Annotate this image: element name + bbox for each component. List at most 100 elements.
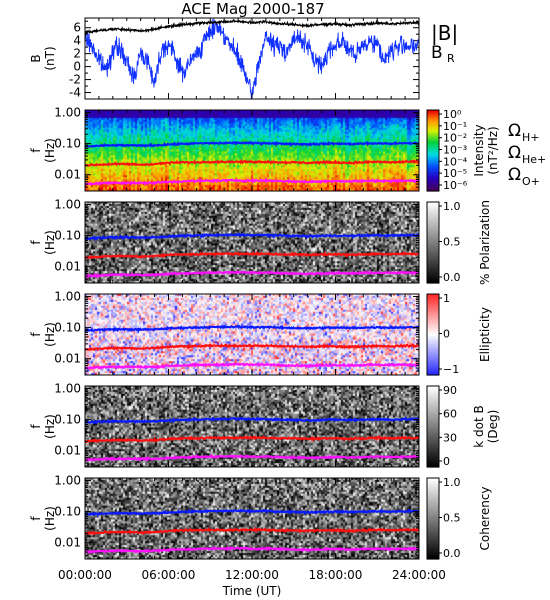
colorbar-swatch: [427, 399, 439, 402]
colorbar-swatch: [427, 241, 439, 244]
colorbar-label-name: Coherency: [478, 486, 492, 550]
colorbar-swatch: [427, 260, 439, 262]
colorbar-swatch: [427, 494, 439, 497]
colorbar-swatch: [427, 233, 439, 235]
x-tick-label: 24:00:00: [392, 568, 446, 582]
colorbar-swatch: [427, 254, 439, 257]
colorbar-swatch: [427, 318, 439, 321]
colorbar-label-name: Ellipticity: [478, 307, 492, 362]
colorbar-swatch: [427, 222, 439, 225]
x-tick-label: 18:00:00: [309, 568, 363, 582]
colorbar-swatch: [427, 165, 439, 168]
x-axis-label: Time (UT): [222, 584, 282, 598]
colorbar-tick-label: 1.0: [443, 476, 461, 489]
colorbar-swatch: [427, 534, 439, 537]
colorbar-swatch: [427, 352, 439, 354]
colorbar-swatch: [427, 361, 439, 364]
colorbar-swatch: [427, 372, 439, 375]
gyrofreq-line-He: [84, 158, 420, 167]
colorbar-swatch: [427, 169, 439, 172]
gyrofreq-line-O: [84, 361, 420, 370]
colorbar-tick-label: −1: [443, 363, 459, 376]
y-axis-unit: (Hz): [43, 414, 57, 439]
colorbar-swatch: [427, 537, 439, 540]
colorbar-swatch: [427, 168, 439, 170]
colorbar-swatch: [427, 310, 439, 313]
y-tick-label: 0.10: [54, 321, 81, 335]
colorbar-label: Intensity (nT²/Hz): [472, 124, 500, 176]
colorbar-swatch: [427, 246, 439, 249]
colorbar-swatch: [427, 182, 439, 185]
colorbar-swatch: [427, 215, 439, 218]
colorbar-swatch: [427, 319, 439, 322]
colorbar-swatch: [427, 158, 439, 161]
y-axis-unit: (Hz): [43, 138, 57, 163]
colorbar-label-name: Intensity: [472, 124, 486, 176]
colorbar-swatch: [427, 276, 439, 279]
colorbar-tick-label: 10⁻³: [443, 144, 467, 157]
colorbar-swatch: [427, 484, 439, 487]
gyrofreq-line-He: [84, 526, 420, 535]
colorbar-swatch: [427, 327, 439, 330]
colorbar-swatch: [427, 482, 439, 484]
colorbar-swatch: [427, 422, 439, 425]
y-axis-unit: (nT): [43, 46, 57, 70]
colorbar-tick-label: 60: [443, 408, 457, 421]
colorbar-swatch: [427, 438, 439, 441]
colorbar-swatch: [427, 203, 439, 206]
colorbar-swatch: [427, 325, 439, 327]
colorbar-swatch: [427, 334, 439, 337]
colorbar-swatch: [427, 348, 439, 350]
legend-omega-sub-O: O+: [522, 175, 540, 188]
colorbar-tick-label: 10⁰: [443, 108, 462, 121]
colorbar-swatch: [427, 278, 439, 281]
colorbar-swatch: [427, 492, 439, 495]
colorbar-swatch: [427, 460, 439, 463]
heatmap-polarization: [85, 202, 419, 283]
colorbar-swatch: [427, 243, 439, 246]
colorbar-swatch: [427, 498, 439, 501]
colorbar-swatch: [427, 417, 439, 419]
colorbar-swatch: [427, 503, 439, 506]
legend-omega-H: Ω: [508, 121, 521, 141]
y-tick-label: 0.01: [54, 536, 81, 550]
colorbar-swatch: [427, 238, 439, 241]
colorbar-swatch: [427, 483, 439, 486]
colorbar-swatch: [427, 269, 439, 272]
heatmap-intensity: [85, 110, 419, 191]
colorbar-swatch: [427, 229, 439, 231]
colorbar-swatch: [427, 322, 439, 325]
colorbar-swatch: [427, 458, 439, 461]
colorbar-swatch: [427, 331, 439, 334]
colorbar-swatch: [427, 445, 439, 448]
colorbar-swatch: [427, 452, 439, 455]
colorbar-swatch: [427, 202, 439, 204]
colorbar-swatch: [427, 408, 439, 411]
y-tick-label: -2: [69, 73, 81, 87]
colorbar-swatch: [427, 274, 439, 277]
y-axis-name: f: [29, 148, 43, 153]
gyrofreq-line-He: [84, 342, 420, 352]
colorbar-label: Ellipticity: [478, 307, 492, 362]
colorbar-swatch: [427, 143, 439, 146]
colorbar-swatch: [427, 131, 439, 134]
colorbar-swatch: [427, 540, 439, 543]
legend-omega-sub-He: He+: [522, 153, 546, 166]
colorbar-label: % Polarization: [478, 200, 492, 285]
y-axis-name: f: [29, 516, 43, 521]
colorbar-swatch: [427, 116, 439, 119]
colorbar-swatch: [427, 457, 439, 460]
gyrofreq-line-O: [84, 177, 420, 187]
colorbar-swatch: [427, 404, 439, 407]
colorbar-swatch: [427, 343, 439, 346]
colorbar-swatch: [427, 403, 439, 406]
colorbar-swatch: [427, 342, 439, 345]
colorbar-swatch: [427, 124, 439, 127]
colorbar-swatch: [427, 426, 439, 429]
colorbar-swatch: [427, 556, 439, 559]
colorbar-swatch: [427, 159, 439, 162]
colorbar-swatch: [427, 353, 439, 356]
colorbar-swatch: [427, 110, 439, 112]
colorbar-swatch: [427, 249, 439, 252]
gyrofreq-line-H: [84, 324, 420, 333]
